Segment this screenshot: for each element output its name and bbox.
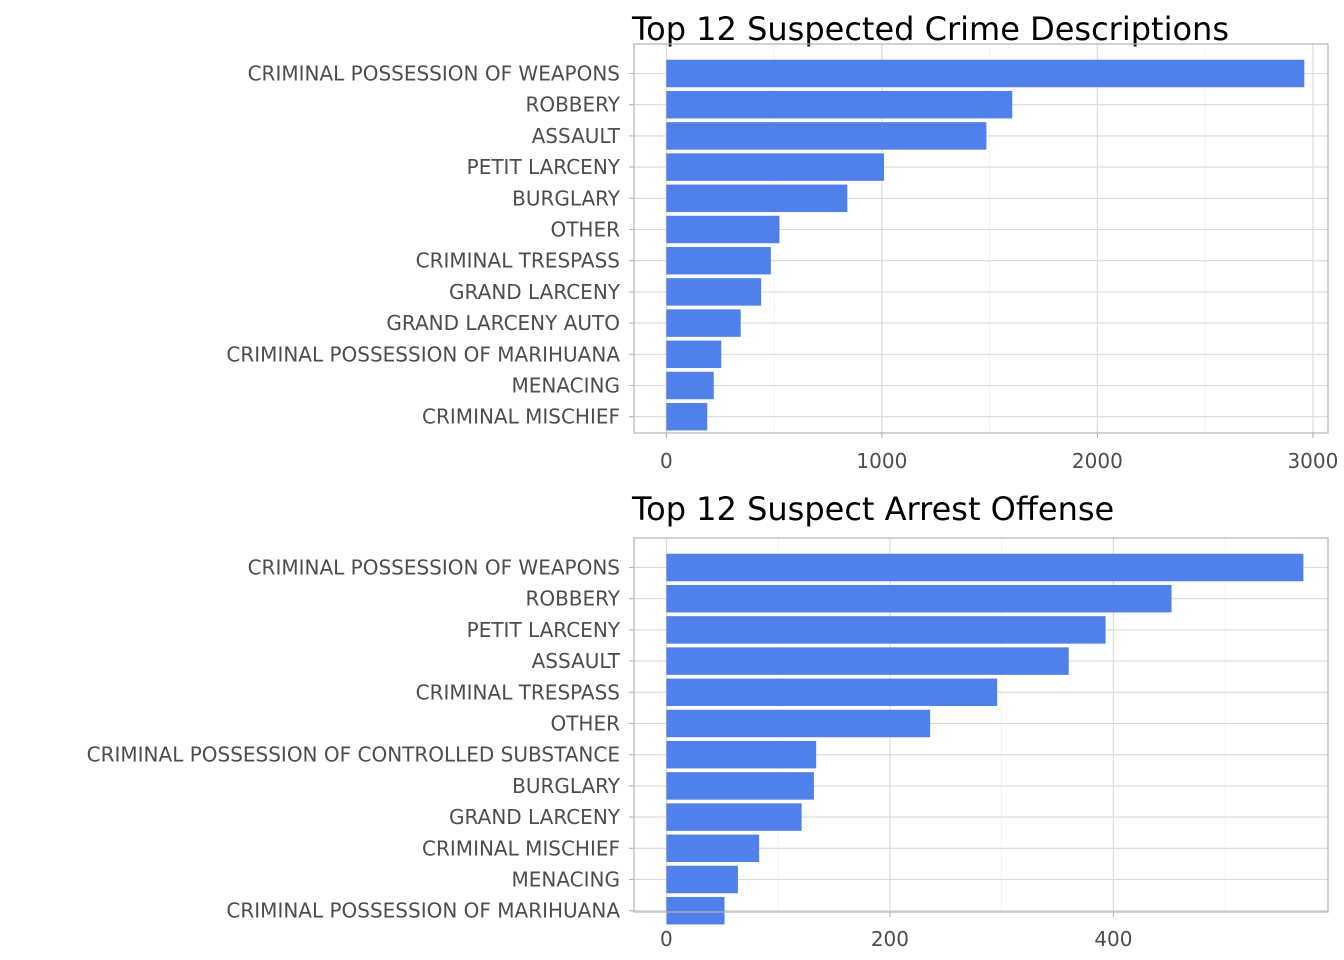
- bar-9: [666, 309, 741, 337]
- bar-8: [666, 278, 762, 306]
- chart-title-2: Top 12 Suspect Arrest Offense: [631, 490, 1114, 528]
- bar-9: [666, 803, 802, 831]
- bar-6: [666, 709, 931, 738]
- category-label: CRIMINAL POSSESSION OF MARIHUANA: [226, 342, 620, 366]
- category-label: MENACING: [511, 868, 620, 892]
- panel-border: [633, 43, 1329, 434]
- category-label: GRAND LARCENY AUTO: [386, 311, 620, 335]
- bar-1: [666, 59, 1305, 88]
- category-label: GRAND LARCENY: [449, 280, 621, 304]
- x-tick-label: 200: [871, 927, 909, 951]
- bar-8: [666, 772, 814, 800]
- category-label: PETIT LARCENY: [467, 155, 621, 179]
- category-label: BURGLARY: [512, 186, 621, 210]
- category-label: CRIMINAL POSSESSION OF WEAPONS: [248, 556, 620, 580]
- bar-7: [666, 740, 817, 769]
- bar-12: [666, 896, 725, 925]
- category-label: ROBBERY: [525, 587, 620, 611]
- x-tick-label: 1000: [856, 449, 907, 473]
- x-tick-label: 0: [660, 449, 673, 473]
- category-label: CRIMINAL TRESPASS: [416, 249, 620, 273]
- category-label: CRIMINAL MISCHIEF: [422, 405, 620, 429]
- bar-11: [666, 865, 738, 894]
- bar-5: [666, 678, 998, 707]
- chart-title-1: Top 12 Suspected Crime Descriptions: [631, 10, 1229, 48]
- category-label: ROBBERY: [525, 93, 620, 117]
- bar-3: [666, 122, 987, 150]
- bar-10: [666, 834, 760, 863]
- bar-10: [666, 340, 722, 369]
- x-tick-label: 400: [1094, 927, 1132, 951]
- bar-6: [666, 215, 780, 244]
- x-tick-label: 3000: [1287, 449, 1338, 473]
- category-label: BURGLARY: [512, 774, 621, 798]
- bar-2: [666, 584, 1172, 613]
- category-label: OTHER: [550, 712, 620, 736]
- category-label: ASSAULT: [532, 124, 621, 148]
- panel-border: [633, 537, 1329, 913]
- x-tick-label: 2000: [1072, 449, 1123, 473]
- category-label: GRAND LARCENY: [449, 805, 621, 829]
- category-label: OTHER: [550, 218, 620, 242]
- category-label: PETIT LARCENY: [467, 618, 621, 642]
- bar-1: [666, 553, 1304, 582]
- bar-3: [666, 616, 1106, 644]
- category-label: CRIMINAL POSSESSION OF WEAPONS: [248, 62, 620, 86]
- bar-4: [666, 647, 1069, 675]
- category-label: CRIMINAL POSSESSION OF CONTROLLED SUBSTA…: [87, 743, 620, 767]
- category-label: MENACING: [511, 374, 620, 398]
- bar-7: [666, 246, 771, 275]
- category-label: CRIMINAL MISCHIEF: [422, 836, 620, 860]
- category-label: CRIMINAL POSSESSION OF MARIHUANA: [226, 899, 620, 923]
- bar-12: [666, 402, 708, 431]
- x-tick-label: 0: [660, 927, 673, 951]
- bar-2: [666, 90, 1013, 119]
- category-label: CRIMINAL TRESPASS: [416, 680, 620, 704]
- bar-5: [666, 184, 848, 213]
- bar-11: [666, 371, 714, 400]
- bar-4: [666, 153, 885, 181]
- category-label: ASSAULT: [532, 649, 621, 673]
